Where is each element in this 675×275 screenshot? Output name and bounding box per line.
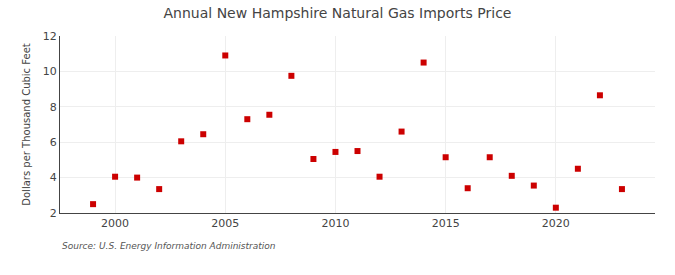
svg-text:Source: U.S. Energy Informatio: Source: U.S. Energy Information Administ… [62, 241, 276, 251]
svg-text:4: 4 [50, 171, 57, 184]
svg-text:Annual New Hampshire Natural G: Annual New Hampshire Natural Gas Imports… [164, 5, 512, 21]
svg-text:2015: 2015 [432, 217, 460, 230]
svg-text:10: 10 [43, 65, 57, 78]
svg-text:2010: 2010 [321, 217, 349, 230]
svg-text:2000: 2000 [101, 217, 129, 230]
svg-text:Dollars per Thousand Cubic Fee: Dollars per Thousand Cubic Feet [21, 43, 32, 206]
svg-text:6: 6 [50, 136, 57, 149]
svg-text:8: 8 [50, 101, 57, 114]
svg-text:2005: 2005 [211, 217, 239, 230]
svg-text:2020: 2020 [542, 217, 570, 230]
svg-text:2: 2 [50, 207, 57, 220]
svg-text:12: 12 [43, 30, 57, 43]
